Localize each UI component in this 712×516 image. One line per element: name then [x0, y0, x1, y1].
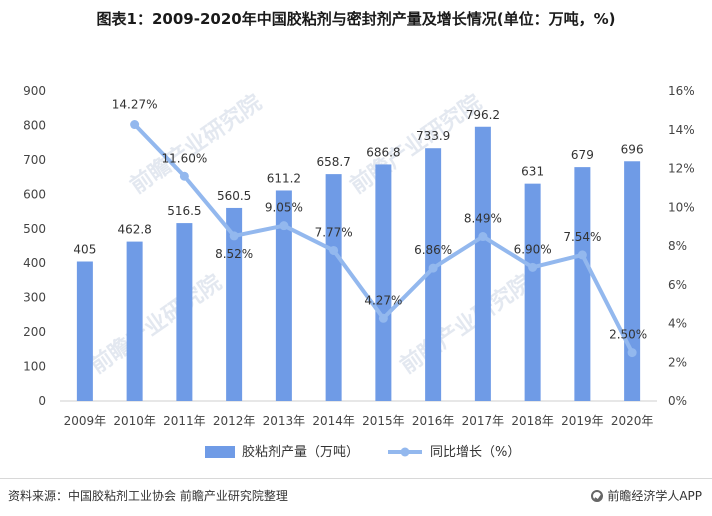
watermark-text-1: 前瞻产业研究院: [345, 89, 486, 199]
bar-value-label: 796.2: [466, 108, 500, 122]
y-axis-tick-label: 200: [23, 325, 46, 339]
line-point: [577, 250, 587, 260]
bar-value-label: 516.5: [167, 204, 201, 218]
bar: [624, 161, 641, 401]
y2-axis-tick-label: 14%: [668, 123, 695, 137]
line-value-label: 4.27%: [364, 293, 402, 307]
line-value-label: 6.86%: [414, 243, 452, 257]
x-axis-tick-label: 2016年: [412, 414, 455, 428]
y-axis-tick-label: 400: [23, 256, 46, 270]
x-axis-tick-label: 2012年: [213, 414, 256, 428]
bar: [126, 241, 143, 401]
bar-value-label: 679: [571, 148, 594, 162]
y-axis-tick-label: 500: [23, 222, 46, 236]
x-axis-tick-label: 2018年: [511, 414, 554, 428]
bar-value-label: 462.8: [117, 223, 151, 237]
bar: [524, 183, 541, 401]
bar-value-label: 686.8: [366, 145, 400, 159]
line-value-label: 7.77%: [315, 225, 353, 239]
y2-axis-tick-label: 2%: [668, 355, 687, 369]
bar-value-label: 560.5: [217, 189, 251, 203]
footer-divider: [0, 478, 712, 479]
line-point: [378, 313, 388, 323]
y2-axis-tick-label: 8%: [668, 239, 687, 253]
legend-swatch-bar: [205, 446, 235, 458]
brand-footer: 前瞻经济学人APP: [591, 487, 702, 504]
bar: [275, 190, 292, 401]
x-axis-tick-label: 2019年: [561, 414, 604, 428]
y2-axis-tick-label: 6%: [668, 278, 687, 292]
line-point: [528, 262, 538, 272]
line-value-label: 11.60%: [161, 151, 207, 165]
y2-axis-tick-label: 4%: [668, 317, 687, 331]
y-axis-tick-label: 600: [23, 187, 46, 201]
x-axis-tick-label: 2013年: [263, 414, 306, 428]
legend-label-bar: 胶粘剂产量（万吨）: [242, 444, 359, 460]
bar: [474, 126, 491, 402]
bar-value-label: 696: [621, 142, 644, 156]
bar-value-label: 631: [521, 165, 544, 179]
bar-value-label: 611.2: [267, 171, 301, 185]
x-axis-tick-label: 2020年: [611, 414, 654, 428]
bar-value-label: 733.9: [416, 129, 450, 143]
x-axis-tick-label: 2015年: [362, 414, 405, 428]
y-axis-tick-label: 300: [23, 291, 46, 305]
brand-label: 前瞻经济学人APP: [607, 489, 702, 503]
line-point: [329, 245, 339, 255]
line-value-label: 8.49%: [464, 212, 502, 226]
line-point: [130, 120, 140, 130]
line-value-label: 9.05%: [265, 201, 303, 215]
x-axis-tick-label: 2010年: [113, 414, 156, 428]
line-point: [478, 232, 488, 242]
bar: [176, 223, 193, 401]
y2-axis-tick-label: 12%: [668, 162, 695, 176]
watermark-text-2: 前瞻产业研究院: [85, 269, 226, 379]
brand-logo-icon: [591, 489, 604, 502]
bar: [574, 167, 591, 401]
line-point: [229, 231, 239, 241]
line-point: [279, 221, 289, 231]
line-value-label: 2.50%: [609, 328, 647, 342]
line-value-label: 14.27%: [112, 98, 158, 112]
bar: [76, 261, 93, 401]
bar: [226, 207, 243, 401]
y2-axis-tick-label: 16%: [668, 84, 695, 98]
bar: [325, 174, 342, 401]
x-axis-tick-label: 2011年: [163, 414, 206, 428]
line-point: [428, 263, 438, 273]
bar: [375, 164, 392, 401]
line-point: [179, 171, 189, 181]
y-axis-tick-label: 900: [23, 84, 46, 98]
line-point: [627, 348, 637, 358]
x-axis-tick-label: 2014年: [312, 414, 355, 428]
y2-axis-tick-label: 10%: [668, 200, 695, 214]
line-value-label: 6.90%: [514, 242, 552, 256]
line-value-label: 8.52%: [215, 247, 253, 261]
x-axis-tick-label: 2017年: [462, 414, 505, 428]
bar-value-label: 405: [73, 243, 96, 257]
y-axis-tick-label: 100: [23, 360, 46, 374]
line-value-label: 7.54%: [563, 230, 601, 244]
x-axis-tick-label: 2009年: [64, 414, 107, 428]
legend-marker-line: [400, 447, 410, 457]
y-axis-tick-label: 800: [23, 118, 46, 132]
bar: [425, 148, 442, 401]
legend-label-line: 同比增长（%）: [430, 445, 520, 460]
bar-value-label: 658.7: [316, 155, 350, 169]
source-note: 资料来源：中国胶粘剂工业协会 前瞻产业研究院整理: [8, 489, 288, 503]
y-axis-tick-label: 700: [23, 153, 46, 167]
chart-title: 图表1：2009-2020年中国胶粘剂与密封剂产量及增长情况(单位：万吨，%): [96, 10, 616, 28]
y-axis-tick-label: 0: [38, 394, 46, 408]
y2-axis-tick-label: 0%: [668, 394, 687, 408]
